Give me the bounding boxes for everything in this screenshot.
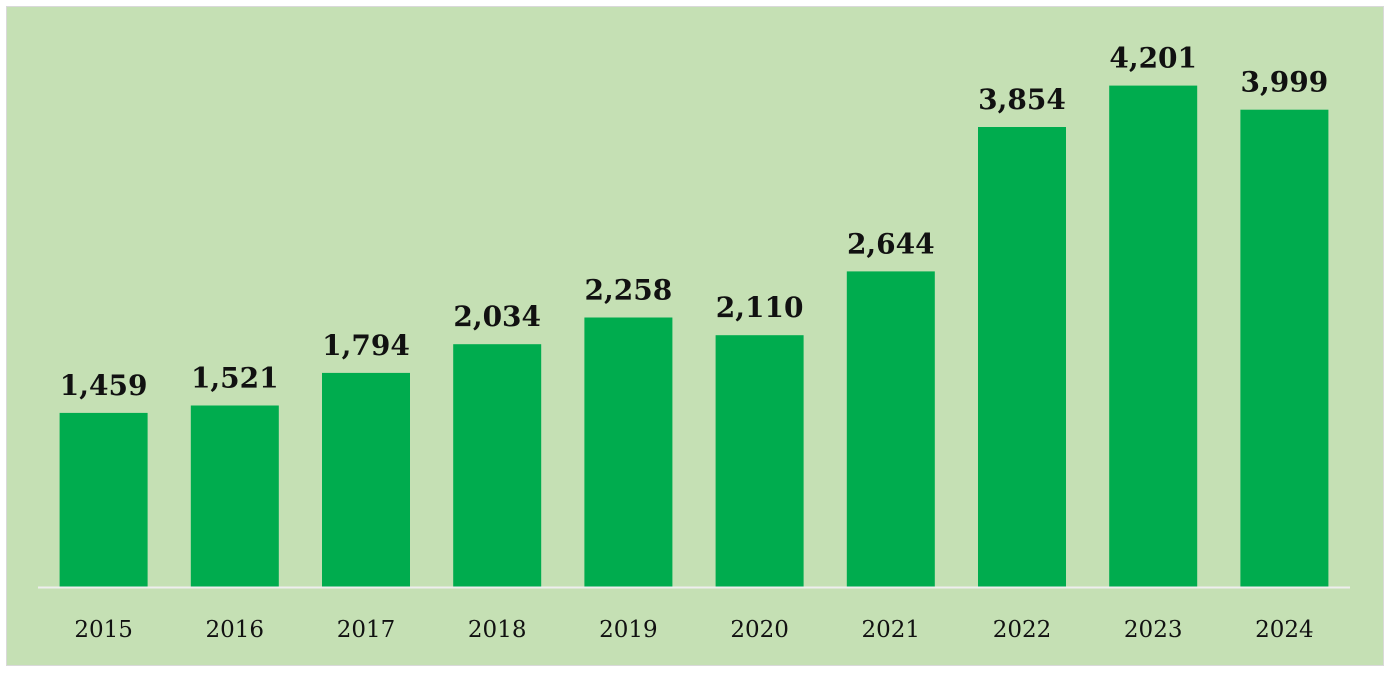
bars-group bbox=[59, 85, 1329, 587]
value-label-2016: 1,521 bbox=[191, 362, 279, 395]
value-label-2017: 1,794 bbox=[322, 329, 410, 362]
bar-2024 bbox=[1240, 109, 1329, 587]
bar-2015 bbox=[59, 412, 148, 587]
x-tick-label-2015: 2015 bbox=[74, 617, 133, 643]
x-tick-label-2019: 2019 bbox=[599, 617, 658, 643]
value-labels-group: 1,459 1,521 1,794 2,034 2,258 2,110 2,644 3,854… bbox=[60, 42, 1328, 402]
value-label-2021: 2,644 bbox=[847, 227, 935, 260]
x-tick-label-2021: 2021 bbox=[862, 617, 921, 643]
value-label-2023: 4,201 bbox=[1109, 42, 1197, 75]
x-tick-label-2016: 2016 bbox=[206, 617, 265, 643]
x-tick-label-2020: 2020 bbox=[730, 617, 789, 643]
value-label-2020: 2,110 bbox=[716, 291, 804, 324]
x-tick-label-2018: 2018 bbox=[468, 617, 527, 643]
x-tick-label-2023: 2023 bbox=[1124, 617, 1183, 643]
bar-2020 bbox=[715, 335, 804, 587]
bar-2022 bbox=[978, 127, 1066, 587]
bar-2019 bbox=[584, 317, 673, 587]
bar-2016 bbox=[190, 405, 279, 587]
value-label-2019: 2,258 bbox=[585, 274, 673, 307]
value-label-2015: 1,459 bbox=[60, 369, 148, 402]
value-label-2018: 2,034 bbox=[453, 300, 541, 333]
bar-2017 bbox=[322, 372, 410, 587]
x-tick-label-2022: 2022 bbox=[993, 617, 1052, 643]
bar-2018 bbox=[453, 344, 542, 587]
x-tick-labels-group: 2015 2016 2017 2018 2019 2020 2021 2022 2023 2024 bbox=[74, 617, 1313, 643]
bar-2021 bbox=[846, 271, 935, 587]
value-label-2022: 3,854 bbox=[978, 83, 1066, 116]
value-label-2024: 3,999 bbox=[1241, 66, 1329, 99]
x-tick-label-2017: 2017 bbox=[337, 617, 396, 643]
bar-2023 bbox=[1109, 85, 1198, 587]
x-tick-label-2024: 2024 bbox=[1255, 617, 1314, 643]
